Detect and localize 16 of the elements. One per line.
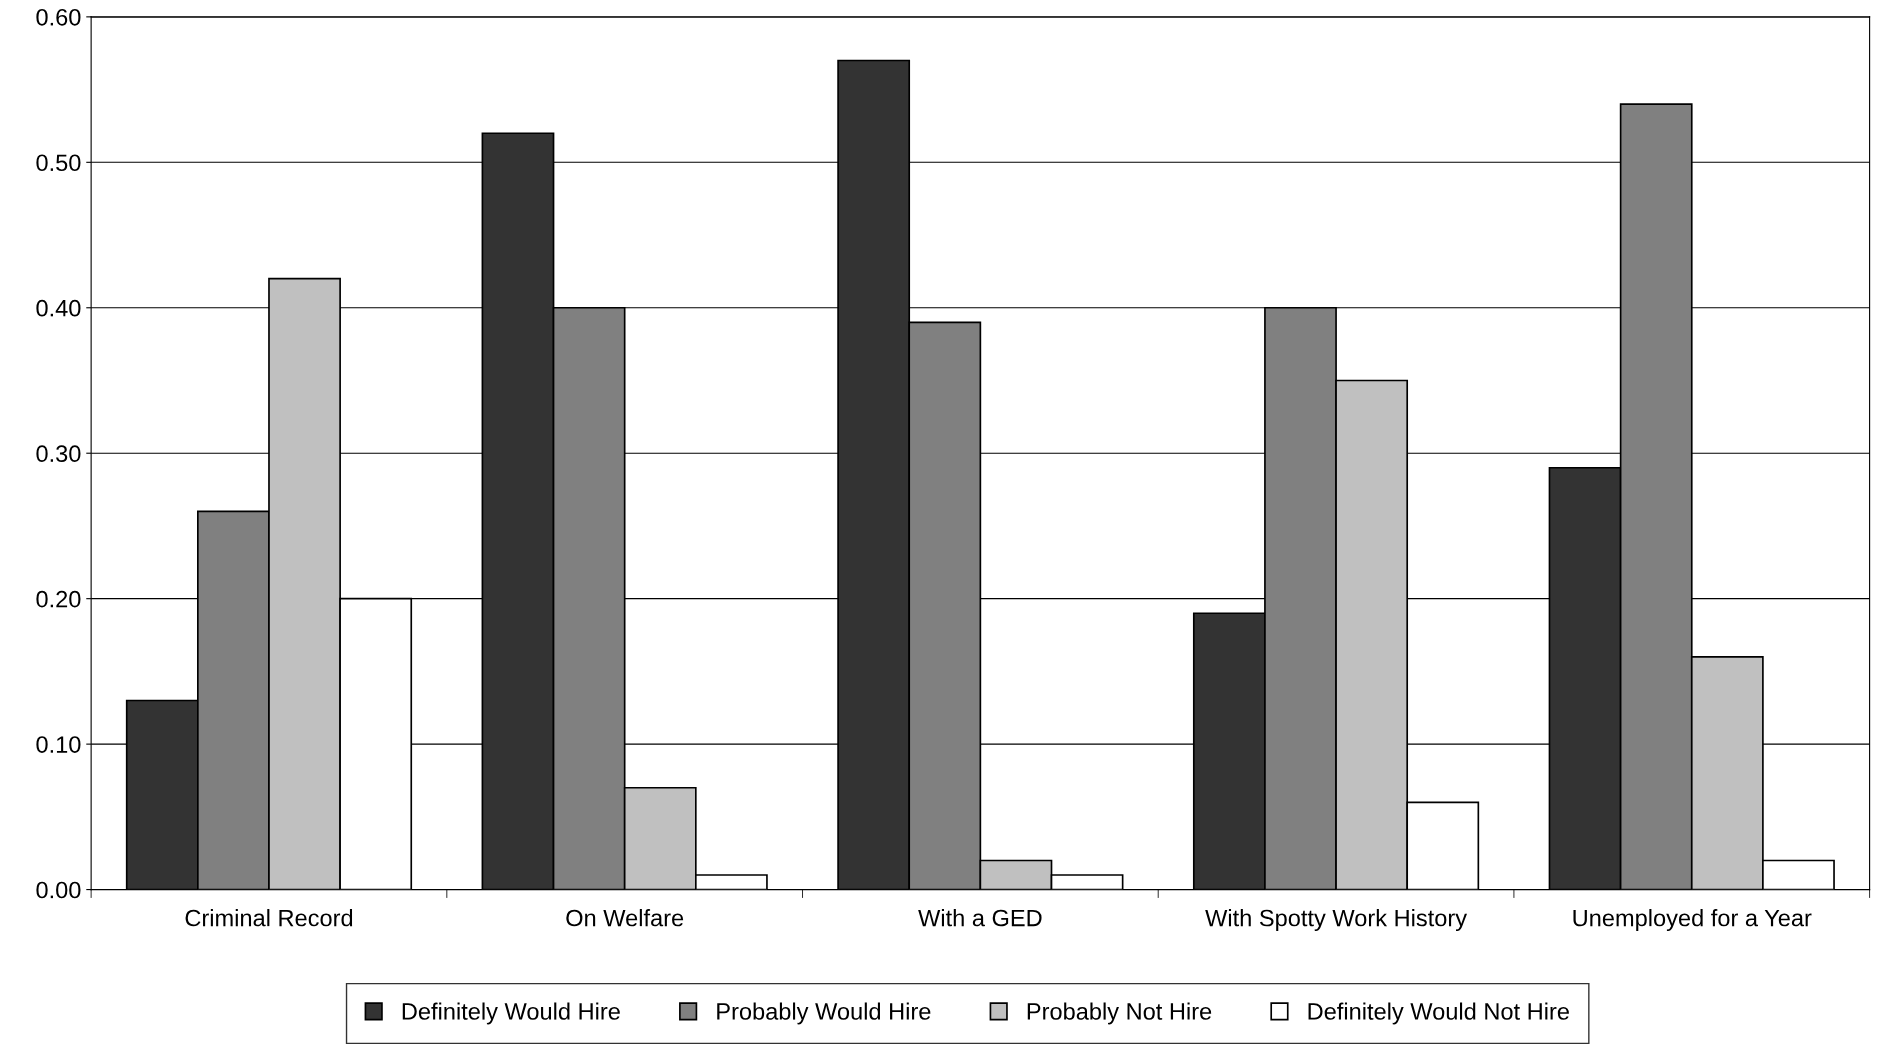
y-tick-label: 0.60 bbox=[36, 8, 81, 26]
legend-label: Probably Would Hire bbox=[717, 1002, 931, 1025]
x-tick-label: With a GED bbox=[918, 909, 1042, 927]
legend-label: Probably Not Hire bbox=[1027, 1002, 1212, 1025]
y-tick-label: 0.00 bbox=[36, 881, 81, 899]
y-tick-label: 0.40 bbox=[36, 299, 81, 317]
y-tick-label: 0.50 bbox=[36, 154, 81, 172]
y-tick-label: 0.10 bbox=[36, 736, 81, 753]
x-tick-label: Criminal Record bbox=[185, 909, 353, 927]
y-tick-label: 0.30 bbox=[36, 445, 81, 463]
legend-label: Definitely Would Hire bbox=[402, 1002, 620, 1025]
x-tick-label: Unemployed for a Year bbox=[1573, 909, 1812, 932]
x-tick-label: With Spotty Work History bbox=[1205, 909, 1468, 932]
legend-label: Definitely Would Not Hire bbox=[1308, 1002, 1569, 1025]
y-tick-label: 0.20 bbox=[36, 590, 81, 608]
x-tick-label: On Welfare bbox=[566, 909, 684, 927]
